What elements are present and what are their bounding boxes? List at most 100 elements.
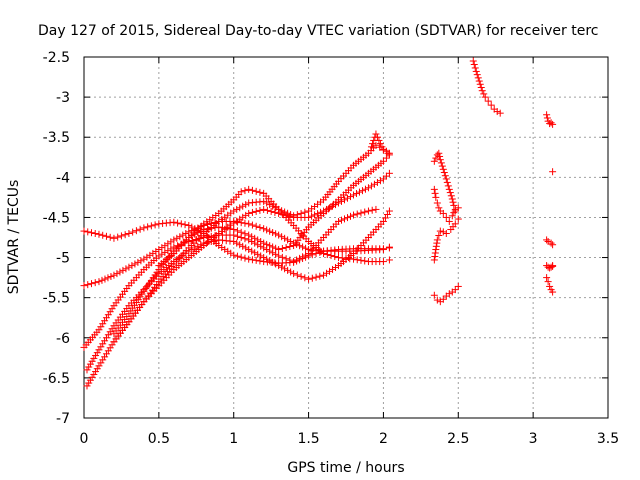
data-point-marker <box>252 207 260 215</box>
data-point-marker <box>442 229 450 237</box>
y-tick-label: -7 <box>56 411 70 427</box>
data-point-marker <box>475 77 483 85</box>
data-point-marker <box>373 178 381 186</box>
data-point-marker <box>101 353 109 361</box>
x-tick-label: 1.5 <box>297 431 319 447</box>
data-point-marker <box>97 323 105 331</box>
data-point-marker <box>282 244 290 252</box>
data-point-marker <box>179 231 187 239</box>
series-s16 <box>549 168 557 176</box>
x-tick-label: 1 <box>229 431 238 447</box>
data-point-marker <box>327 252 335 260</box>
data-point-marker <box>471 64 479 72</box>
plot-frame <box>83 56 609 419</box>
data-point-marker <box>385 256 393 264</box>
data-point-marker <box>211 224 219 232</box>
data-point-marker <box>245 220 253 228</box>
data-point-marker <box>470 60 478 68</box>
data-point-marker <box>237 253 245 261</box>
y-tick-label: -5 <box>56 251 70 267</box>
data-point-marker <box>256 223 264 231</box>
data-point-marker <box>97 343 105 351</box>
data-point-marker <box>194 229 202 237</box>
data-point-marker <box>272 250 280 258</box>
data-point-marker <box>355 188 363 196</box>
data-point-marker <box>447 192 455 200</box>
data-point-marker <box>80 282 88 290</box>
data-point-marker <box>85 363 93 371</box>
data-point-marker <box>99 340 107 348</box>
data-point-marker <box>155 246 163 254</box>
data-point-marker <box>173 234 181 242</box>
data-point-marker <box>296 254 304 262</box>
data-point-marker <box>480 90 488 98</box>
data-point-marker <box>197 227 205 235</box>
data-point-marker <box>436 156 444 164</box>
data-point-marker <box>134 258 142 266</box>
data-point-marker <box>248 208 256 216</box>
x-tick-label: 0 <box>80 431 89 447</box>
data-point-marker <box>439 228 447 236</box>
data-point-marker <box>260 239 268 247</box>
data-point-marker <box>239 202 247 210</box>
data-point-marker <box>367 182 375 190</box>
data-point-marker <box>256 188 264 196</box>
data-point-marker <box>549 241 557 249</box>
data-point-marker <box>227 249 235 257</box>
data-point-marker <box>305 275 313 283</box>
data-point-marker <box>358 187 366 195</box>
data-point-marker <box>88 373 96 381</box>
data-point-marker <box>379 246 387 254</box>
data-point-marker <box>436 152 444 160</box>
chart-title: Day 127 of 2015, Sidereal Day-to-day VTE… <box>38 23 598 39</box>
data-point-marker <box>372 205 380 213</box>
data-point-marker <box>146 251 154 259</box>
data-point-marker <box>93 349 101 357</box>
data-point-marker <box>284 266 292 274</box>
data-point-marker <box>275 246 283 254</box>
data-point-marker <box>269 258 277 266</box>
data-point-marker <box>242 211 250 219</box>
y-tick-label: -4.5 <box>43 210 70 226</box>
data-point-marker <box>91 229 99 237</box>
axis-ticks <box>83 56 609 419</box>
data-point-marker <box>293 240 301 248</box>
data-point-marker <box>496 109 504 117</box>
data-point-marker <box>281 265 289 273</box>
data-point-marker <box>547 239 555 247</box>
data-point-marker <box>290 270 298 278</box>
data-point-marker <box>147 222 155 230</box>
data-point-marker <box>140 255 148 263</box>
data-point-marker <box>101 275 109 283</box>
series-s11 <box>430 185 462 225</box>
data-point-marker <box>435 231 443 239</box>
x-tick-label: 3 <box>529 431 538 447</box>
data-point-marker <box>474 74 482 82</box>
y-tick-labels: -7 -6.5 -6 -5.5 -5 -4.5 -4 -3.5 -3 -2.5 <box>43 50 70 427</box>
data-point-marker <box>254 250 262 258</box>
series-s15 <box>543 111 557 128</box>
data-point-marker <box>260 197 268 205</box>
data-point-marker <box>269 243 277 251</box>
data-point-marker <box>272 260 280 268</box>
data-point-marker <box>90 354 98 362</box>
data-point-marker <box>188 232 196 240</box>
data-point-marker <box>343 194 351 202</box>
data-point-marker <box>338 216 346 224</box>
data-point-marker <box>445 217 453 225</box>
data-point-marker <box>158 250 166 258</box>
data-point-marker <box>207 224 215 232</box>
data-point-marker <box>437 159 445 167</box>
data-point-marker <box>97 359 105 367</box>
data-point-marker <box>224 247 232 255</box>
data-point-marker <box>167 238 175 246</box>
y-tick-label: -4 <box>56 170 70 186</box>
data-point-marker <box>549 120 557 128</box>
data-point-marker <box>432 154 440 162</box>
data-point-marker <box>451 220 459 228</box>
series-s14 <box>469 57 504 117</box>
data-point-marker <box>119 266 127 274</box>
data-point-marker <box>301 274 309 282</box>
data-point-marker <box>230 207 238 215</box>
data-point-marker <box>446 189 454 197</box>
